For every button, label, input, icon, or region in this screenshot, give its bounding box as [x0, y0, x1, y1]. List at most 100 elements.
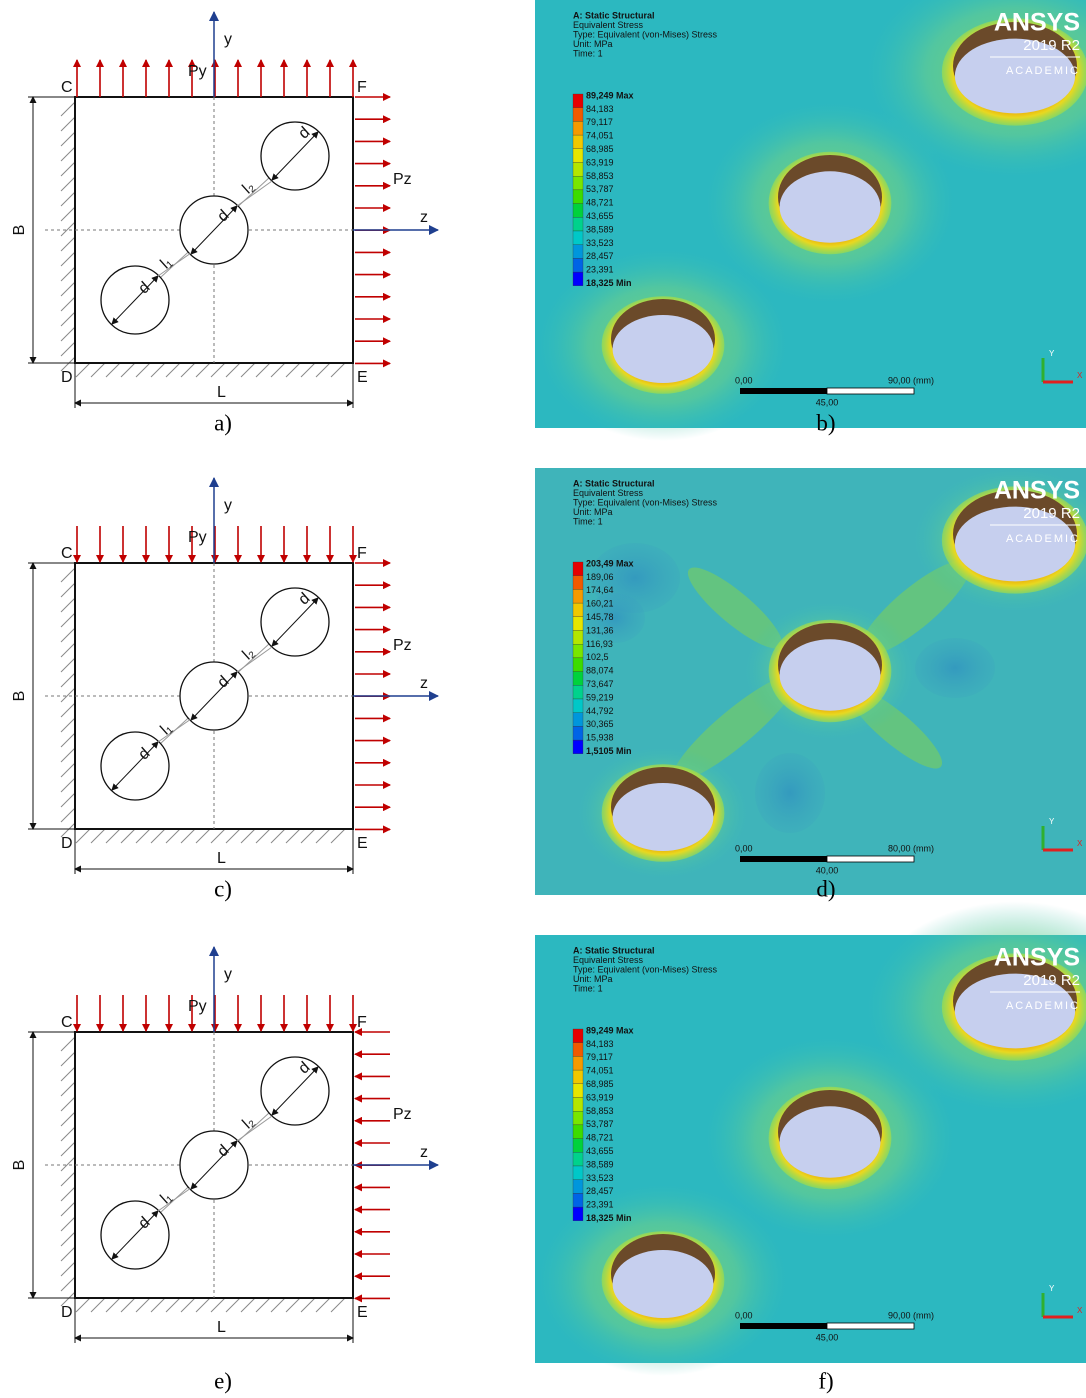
legend-label: 33,523 — [586, 238, 614, 248]
hatch — [61, 628, 75, 642]
hatch — [181, 829, 195, 843]
legend-label: 30,365 — [586, 719, 614, 729]
scale-bar — [827, 1323, 914, 1329]
hatch — [121, 829, 135, 843]
legend-label: 74,051 — [586, 1066, 614, 1076]
hatch — [181, 363, 195, 377]
legend-color — [573, 258, 583, 272]
hatch — [316, 363, 330, 377]
hatch — [61, 688, 75, 702]
load-diagram: PyyCFPzzDELBdddl₁l₂ — [11, 12, 438, 408]
page: { "diagrams": [ {"caption": "a)", "py": … — [0, 0, 1086, 1398]
legend-label: 189,06 — [586, 572, 614, 582]
legend-label: 79,117 — [586, 1052, 613, 1062]
hatch — [151, 363, 165, 377]
triad-label: Y — [1049, 817, 1055, 826]
hatch — [286, 829, 300, 843]
legend-label: 28,457 — [586, 251, 614, 261]
hatch — [61, 1247, 75, 1261]
diagram-label: C — [61, 545, 73, 562]
hatch — [61, 1097, 75, 1111]
diagram-label: E — [357, 835, 368, 852]
logo: ACADEMIC — [1006, 533, 1080, 545]
hatch — [61, 207, 75, 221]
logo: ACADEMIC — [1006, 1000, 1080, 1012]
diagram-label: Py — [188, 63, 207, 80]
legend-color — [573, 149, 583, 163]
hatch — [226, 1298, 240, 1312]
hatch — [61, 1202, 75, 1216]
hatch — [61, 1157, 75, 1171]
diagram-label: C — [61, 79, 73, 96]
legend-color — [573, 658, 583, 672]
hatch — [61, 1277, 75, 1291]
legend-color — [573, 245, 583, 259]
logo: ANSYS — [994, 9, 1080, 37]
hatch — [91, 829, 105, 843]
hatch — [61, 808, 75, 822]
hatch — [61, 583, 75, 597]
scale-label: 90,00 (mm) — [888, 375, 934, 385]
legend-color — [573, 740, 583, 754]
hatch — [61, 282, 75, 296]
hatch — [61, 1127, 75, 1141]
diagram-label: L — [217, 850, 226, 867]
legend-color — [573, 631, 583, 645]
hatch — [136, 363, 150, 377]
legend-color — [573, 617, 583, 631]
diagram-label: z — [420, 675, 428, 692]
hatch — [61, 1067, 75, 1081]
legend-color — [573, 1043, 583, 1057]
triad-label: X — [1077, 371, 1083, 380]
logo: ANSYS — [994, 477, 1080, 505]
scale-label: 90,00 (mm) — [888, 1310, 934, 1320]
result-header: Time: 1 — [573, 983, 603, 993]
figure: PyyCFPzzDELBdddl₁l₂a)PyyCFPzzDELBdddl₁l₂… — [0, 0, 1086, 1398]
hatch — [61, 1217, 75, 1231]
triad-label: Y — [1049, 1284, 1055, 1293]
legend-label: 48,721 — [586, 198, 614, 208]
result-header: A: Static Structural — [573, 945, 655, 955]
legend-label: 68,985 — [586, 1079, 614, 1089]
legend-label: 23,391 — [586, 265, 614, 275]
legend-color — [573, 204, 583, 218]
result-header: Unit: MPa — [573, 974, 613, 984]
legend-color — [573, 713, 583, 727]
diagram-label: l₁ — [157, 254, 175, 273]
result-header: Equivalent Stress — [573, 488, 644, 498]
diagram-label: l₂ — [239, 178, 258, 197]
legend-label: 74,051 — [586, 131, 614, 141]
hatch — [196, 363, 210, 377]
triad-label: X — [1077, 839, 1083, 848]
hatch — [61, 342, 75, 356]
hatch — [61, 312, 75, 326]
scale-label: 0,00 — [735, 843, 753, 853]
hatch — [61, 748, 75, 762]
hatch — [61, 1082, 75, 1096]
legend-color — [573, 163, 583, 177]
hole — [780, 639, 881, 710]
hatch — [61, 222, 75, 236]
hatch — [61, 673, 75, 687]
legend-color — [573, 1029, 583, 1043]
triad-label: X — [1077, 1306, 1083, 1315]
stress-region — [755, 753, 825, 833]
hatch — [61, 1232, 75, 1246]
legend-label: 68,985 — [586, 144, 614, 154]
legend-color — [573, 1084, 583, 1098]
legend-color — [573, 1180, 583, 1194]
legend-color — [573, 1070, 583, 1084]
legend-label: 44,792 — [586, 706, 614, 716]
hatch — [61, 1037, 75, 1051]
result-header: Time: 1 — [573, 516, 603, 526]
legend-label: 43,655 — [586, 1146, 614, 1156]
diagram-label: L — [217, 1319, 226, 1336]
logo: 2019 R2 — [1023, 972, 1080, 989]
legend-color — [573, 135, 583, 149]
hatch — [61, 778, 75, 792]
legend-color — [573, 1111, 583, 1125]
legend-color — [573, 685, 583, 699]
scale-label: 40,00 — [816, 865, 839, 875]
diagram-label: y — [224, 31, 232, 48]
